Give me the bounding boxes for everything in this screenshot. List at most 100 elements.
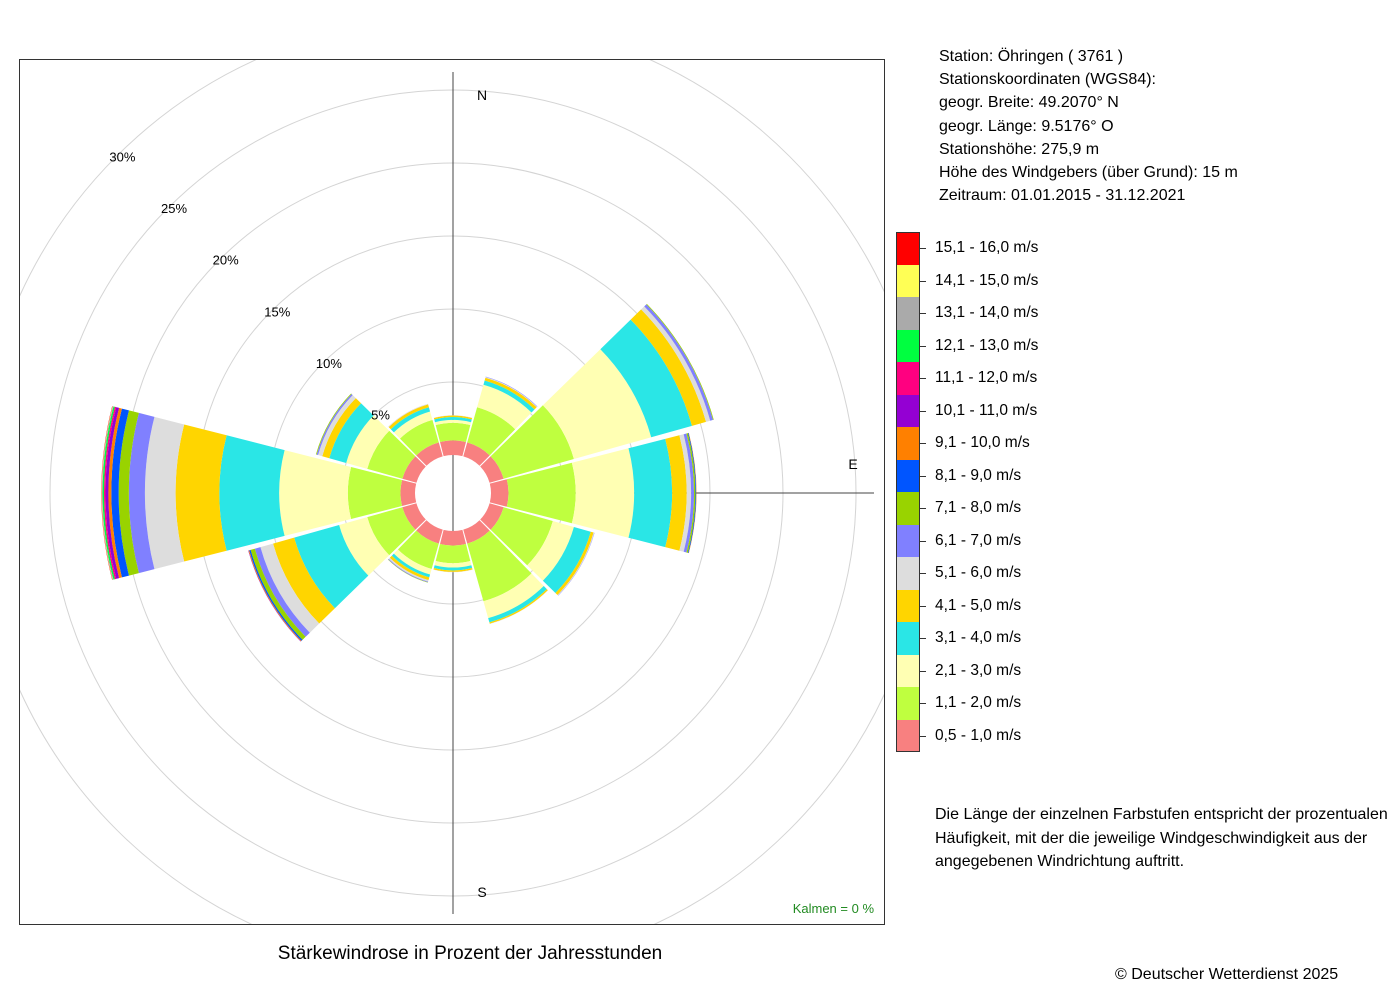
petal-segment-dir210-class6 bbox=[388, 557, 429, 582]
compass-label-e: E bbox=[848, 456, 857, 472]
petal-segment-dir180-class6 bbox=[433, 569, 473, 573]
petal-segment-dir330-class2 bbox=[399, 419, 439, 456]
legend-tick bbox=[920, 280, 926, 282]
petal-segment-dir240-class1 bbox=[402, 503, 426, 530]
petal-segment-dir240-class6 bbox=[260, 543, 320, 633]
legend-swatch bbox=[896, 557, 920, 590]
sensor-height: Höhe des Windgebers (über Grund): 15 m bbox=[939, 164, 1238, 182]
petal-segment-dir90-class1 bbox=[489, 479, 509, 507]
radial-tick-label-15: 15% bbox=[264, 304, 290, 319]
legend-swatch bbox=[896, 719, 920, 752]
explanation-note: Die Länge der einzelnen Farbstufen entsp… bbox=[935, 803, 1395, 874]
legend-label: 11,1 - 12,0 m/s bbox=[935, 369, 1038, 386]
petal-segment-dir0-class2 bbox=[435, 422, 471, 443]
petal-segment-dir300-class4 bbox=[329, 403, 374, 463]
petal-segment-dir90-class4 bbox=[628, 438, 673, 548]
petal-segment-dir270-class16 bbox=[101, 406, 113, 580]
petal-segment-dir60-class6 bbox=[641, 306, 711, 422]
legend-swatch bbox=[896, 297, 920, 330]
petal-segment-dir0-class3 bbox=[434, 419, 472, 426]
legend-label: 10,1 - 11,0 m/s bbox=[935, 401, 1038, 419]
note-line-3: angegebenen Windrichtung auftritt. bbox=[935, 853, 1185, 870]
petal-segment-dir210-class3 bbox=[393, 549, 432, 575]
legend-tick bbox=[920, 443, 926, 444]
petal-segment-dir90-class3 bbox=[571, 448, 635, 538]
petal-segment-dir270-class7 bbox=[128, 412, 155, 574]
petal-segment-dir0-class4 bbox=[434, 417, 472, 423]
legend-swatch bbox=[896, 394, 920, 427]
legend-swatch bbox=[896, 622, 920, 655]
petal-segment-dir300-class2 bbox=[367, 430, 416, 479]
petal-segment-dir180-class4 bbox=[433, 565, 473, 571]
legend-label: 7,1 - 8,0 m/s bbox=[935, 499, 1022, 516]
legend-tick bbox=[920, 345, 926, 347]
legend-tick bbox=[920, 638, 926, 639]
station-name: Station: Öhringen ( 3761 ) bbox=[939, 48, 1124, 65]
petal-segment-dir90-class6 bbox=[679, 434, 692, 552]
note-line-1: Die Länge der einzelnen Farbstufen entsp… bbox=[935, 806, 1388, 823]
legend-swatch bbox=[896, 524, 920, 557]
petal-segment-dir240-class5 bbox=[273, 537, 335, 624]
petal-segment-dir90-class9 bbox=[687, 432, 697, 554]
petal-segment-dir240-class7 bbox=[254, 547, 310, 637]
petal-segment-dir180-class3 bbox=[434, 560, 472, 568]
petal-segment-dir120-class3 bbox=[527, 521, 574, 581]
legend-item: 15,1 - 16,0 m/s bbox=[896, 232, 1096, 265]
radial-tick-label-30: 30% bbox=[109, 149, 135, 164]
legend-tick bbox=[920, 475, 926, 477]
petal-segment-dir270-class8 bbox=[118, 410, 139, 576]
legend-item: 5,1 - 6,0 m/s bbox=[896, 557, 1096, 590]
legend-tick bbox=[920, 540, 926, 542]
legend-item: 0,5 - 1,0 m/s bbox=[896, 719, 1096, 752]
legend-swatch bbox=[896, 459, 920, 492]
legend-tick bbox=[920, 313, 926, 314]
petal-segment-dir60-class4 bbox=[600, 319, 692, 438]
legend-item: 10,1 - 11,0 m/s bbox=[896, 394, 1096, 427]
legend-label: 2,1 - 3,0 m/s bbox=[935, 661, 1022, 679]
petal-segment-dir30-class2 bbox=[467, 407, 516, 456]
legend-item: 9,1 - 10,0 m/s bbox=[896, 427, 1096, 460]
legend-label: 1,1 - 2,0 m/s bbox=[935, 694, 1022, 711]
petal-segment-dir30-class4 bbox=[483, 380, 535, 413]
legend-item: 14,1 - 15,0 m/s bbox=[896, 264, 1096, 297]
petal-segment-dir270-class13 bbox=[102, 406, 115, 580]
compass-label-n: N bbox=[477, 87, 487, 103]
petal-segment-dir150-class2 bbox=[467, 530, 532, 602]
radial-tick-label-25: 25% bbox=[161, 201, 187, 216]
petal-segment-dir60-class1 bbox=[480, 456, 504, 483]
legend-item: 1,1 - 2,0 m/s bbox=[896, 687, 1096, 720]
time-period: Zeitraum: 01.01.2015 - 31.12.2021 bbox=[939, 187, 1186, 205]
petal-segment-dir0-class1 bbox=[440, 440, 466, 457]
petal-segment-dir270-class9 bbox=[111, 408, 129, 578]
chart-title: Stärkewindrose in Prozent der Jahresstun… bbox=[277, 943, 663, 964]
petal-segment-dir210-class4 bbox=[391, 553, 431, 578]
legend-swatch bbox=[896, 589, 920, 622]
petal-segment-dir210-class1 bbox=[416, 520, 443, 544]
legend-label: 3,1 - 4,0 m/s bbox=[935, 629, 1022, 646]
legend-item: 12,1 - 13,0 m/s bbox=[896, 329, 1096, 362]
petal-segment-dir150-class4 bbox=[488, 586, 547, 623]
petal-segment-dir300-class3 bbox=[346, 415, 390, 469]
legend-swatch bbox=[896, 654, 920, 687]
legend-tick bbox=[920, 703, 926, 704]
petal-segment-dir240-class3 bbox=[339, 517, 390, 576]
legend-item: 6,1 - 7,0 m/s bbox=[896, 524, 1096, 557]
petal-segment-dir270-class2 bbox=[347, 467, 403, 519]
legend-tick bbox=[920, 670, 926, 672]
radial-tick-label-10: 10% bbox=[316, 356, 342, 371]
petal-segment-dir270-class6 bbox=[144, 416, 185, 570]
legend-item: 13,1 - 14,0 m/s bbox=[896, 297, 1096, 330]
petal-segment-dir60-class2 bbox=[490, 405, 574, 479]
copyright: © Deutscher Wetterdienst 2025 bbox=[1115, 966, 1339, 983]
petal-segment-dir270-class10 bbox=[108, 407, 122, 579]
legend-item: 4,1 - 5,0 m/s bbox=[896, 589, 1096, 622]
petal-segment-dir150-class1 bbox=[463, 520, 490, 544]
petal-segment-dir270-class11 bbox=[105, 407, 120, 579]
legend-label: 6,1 - 7,0 m/s bbox=[935, 531, 1022, 549]
petal-segment-dir60-class5 bbox=[630, 309, 707, 426]
petal-segment-dir270-class3 bbox=[279, 450, 352, 536]
station-longitude: geogr. Länge: 9.5176° O bbox=[939, 117, 1114, 135]
legend-swatch bbox=[896, 362, 920, 395]
legend-label: 4,1 - 5,0 m/s bbox=[935, 596, 1022, 614]
petal-segment-dir300-class1 bbox=[402, 456, 426, 483]
